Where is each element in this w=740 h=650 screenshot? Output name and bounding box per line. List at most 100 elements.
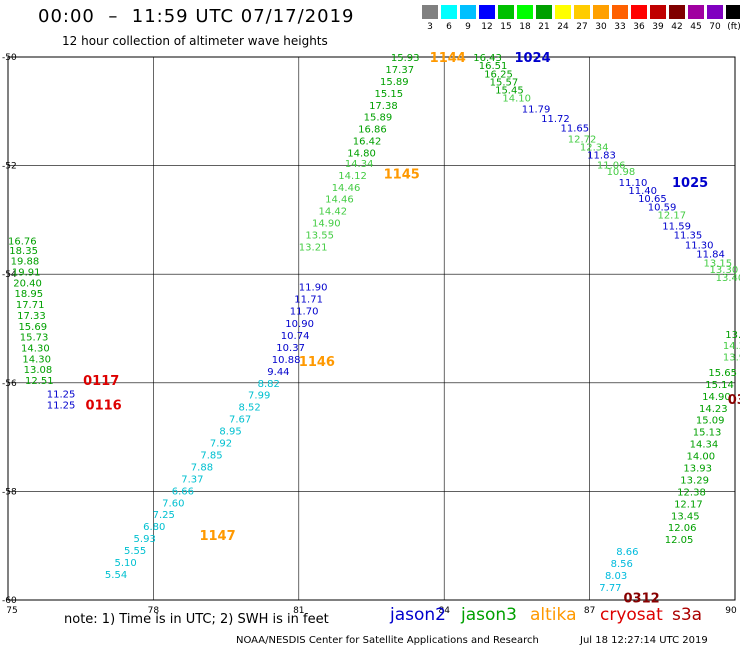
lat-tick-label: -50 — [2, 53, 17, 63]
scale-swatch — [650, 5, 666, 19]
wave-height-value: 17.33 — [17, 311, 46, 322]
map-subtitle: 12 hour collection of altimeter wave hei… — [62, 34, 328, 48]
wave-height-value: 11.84 — [696, 250, 725, 261]
scale-swatch — [593, 5, 609, 19]
map-grid — [7, 56, 736, 601]
wave-height-value: 13.90 — [723, 353, 740, 364]
wave-height-value: 14.90 — [702, 392, 731, 403]
scale-label: (ft) — [727, 22, 740, 32]
wave-height-value: 15.93 — [391, 53, 420, 64]
wave-height-value: 11.25 — [47, 390, 76, 401]
scale-label: 30 — [595, 22, 607, 32]
wave-height-value: 7.99 — [248, 391, 270, 402]
scale-swatch — [479, 5, 495, 19]
scale-label: 70 — [709, 22, 721, 32]
scale-label: 39 — [652, 22, 664, 32]
scale-swatch — [574, 5, 590, 19]
wave-height-value: 16.51 — [479, 61, 508, 72]
wave-height-value: 13.15 — [703, 258, 732, 269]
wave-height-value: 14.90 — [312, 219, 341, 230]
wave-height-value: 7.77 — [599, 583, 621, 594]
scale-swatch — [536, 5, 552, 19]
wave-height-value: 15.69 — [18, 322, 47, 333]
wave-height-value: 7.85 — [200, 450, 222, 461]
wave-height-value: 11.40 — [628, 186, 657, 197]
wave-height-value: 10.65 — [638, 194, 667, 205]
scale-label: 9 — [465, 22, 471, 32]
pass-time-label: 1024 — [514, 51, 550, 66]
mission-legend-item: s3a — [672, 605, 703, 625]
scale-label: 18 — [519, 22, 531, 32]
scale-swatch — [498, 5, 514, 19]
scale-swatch — [612, 5, 628, 19]
wave-height-value: 13.08 — [24, 365, 53, 376]
wave-height-value: 11.35 — [674, 231, 703, 242]
lon-tick-label: 87 — [584, 606, 595, 616]
satellite-tracks: 16.7618.3519.8819.9120.4018.9517.7117.33… — [8, 53, 740, 594]
wave-height-value: 17.71 — [16, 300, 45, 311]
wave-height-value: 11.25 — [47, 401, 76, 412]
pass-time-label: 1146 — [299, 355, 335, 370]
wave-height-value: 10.37 — [276, 343, 305, 354]
scale-swatch — [631, 5, 647, 19]
wave-height-value: 5.54 — [105, 570, 127, 581]
wave-height-value: 8.52 — [239, 403, 261, 414]
pass-time-label: 03 — [728, 393, 740, 408]
wave-height-value: 11.72 — [541, 114, 570, 125]
wave-height-value: 15.57 — [490, 77, 519, 88]
scale-swatch — [707, 5, 723, 19]
wave-height-value: 20.40 — [13, 278, 42, 289]
wave-height-value: 14.80 — [347, 149, 376, 160]
pass-time-labels: 1144 1024 1145 1025 1146 0117 0116 1147 0312 03 — [83, 51, 740, 606]
wave-height-value: 8.56 — [611, 559, 633, 570]
wave-height-value: 7.67 — [229, 415, 251, 426]
wave-height-value: 17.38 — [369, 101, 398, 112]
wave-height-value: 8.03 — [605, 571, 627, 582]
scale-label: 45 — [690, 22, 702, 32]
scale-swatch — [441, 5, 457, 19]
wave-height-value: 14.30 — [22, 354, 51, 365]
lat-tick-label: -52 — [2, 162, 17, 172]
wave-height-value: 6.80 — [143, 522, 165, 533]
mission-legend-item: jason2 — [390, 605, 446, 625]
scale-label: 42 — [671, 22, 683, 32]
wave-height-value: 15.45 — [495, 86, 524, 97]
wave-height-value: 11.79 — [522, 105, 551, 116]
scale-swatch — [669, 5, 685, 19]
wave-height-value: 11.90 — [299, 283, 328, 294]
wave-height-value: 7.37 — [181, 474, 203, 485]
wave-height-value: 8.66 — [616, 547, 638, 558]
wave-height-value: 12.17 — [674, 499, 703, 510]
pass-time-label: 1144 — [430, 51, 466, 66]
wave-height-value: 18.35 — [9, 246, 38, 257]
wave-height-value: 5.10 — [114, 558, 136, 569]
wave-height-value: 10.98 — [607, 167, 636, 178]
wave-height-value: 11.30 — [685, 240, 714, 251]
credit-line: NOAA/NESDIS Center for Satellite Applica… — [236, 635, 539, 646]
lon-tick-label: 84 — [438, 606, 450, 616]
wave-height-value: 15.65 — [708, 368, 737, 379]
scale-swatch — [460, 5, 476, 19]
scale-swatch — [688, 5, 704, 19]
wave-height-value: 18.95 — [15, 289, 44, 300]
wave-height-value: 10.90 — [285, 319, 314, 330]
wave-height-value: 13.93 — [683, 464, 712, 475]
wave-height-value: 16.42 — [353, 137, 382, 148]
lon-tick-label: 75 — [6, 606, 17, 616]
wave-height-value: 19.88 — [11, 257, 40, 268]
wave-height-value: 14.00 — [687, 452, 716, 463]
scale-label: 21 — [538, 22, 550, 32]
wave-height-value: 11.59 — [662, 221, 691, 232]
pass-time-label: 1025 — [672, 176, 708, 191]
wave-height-value: 16.76 — [8, 237, 37, 248]
wave-height-value: 11.65 — [561, 124, 590, 135]
wave-height-value: 12.72 — [568, 134, 597, 145]
wave-height-value: 13.45 — [671, 511, 700, 522]
wave-height-value: 6.66 — [172, 486, 194, 497]
wave-height-value: 15.14 — [705, 380, 734, 391]
scale-label: 3 — [427, 22, 433, 32]
wave-height-value: 12.17 — [657, 210, 686, 221]
scale-label: 33 — [614, 22, 626, 32]
wave-height-value: 13.29 — [680, 475, 709, 486]
